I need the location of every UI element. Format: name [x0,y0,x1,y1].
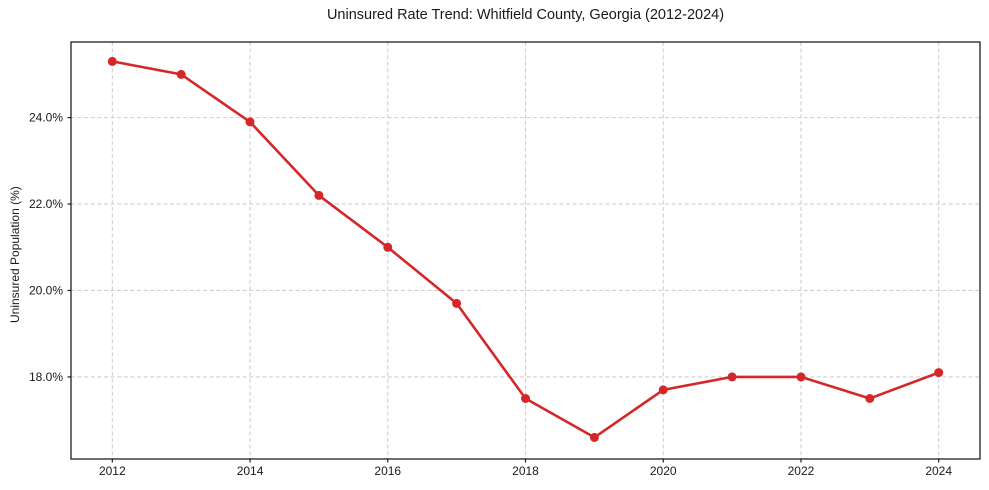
data-point [314,190,324,200]
data-point [727,372,737,382]
x-tick-label: 2012 [99,464,126,478]
tick-marks [67,117,940,463]
data-point [796,372,806,382]
data-point [176,69,186,79]
data-point [589,432,599,442]
data-point [658,385,668,395]
x-tick-label: 2014 [237,464,264,478]
x-tick-label: 2022 [788,464,815,478]
y-tick-label: 18.0% [29,370,63,384]
data-point [934,368,944,378]
data-point [865,394,875,403]
x-tick-label: 2016 [374,464,401,478]
x-tick-label: 2024 [925,464,952,478]
y-tick-labels: 18.0% 20.0% 22.0% 24.0% [29,111,63,384]
chart-title: Uninsured Rate Trend: Whitfield County, … [326,7,725,23]
data-point [107,56,117,66]
data-point [452,298,462,308]
data-point [521,394,530,403]
x-tick-labels: 2012 2014 2016 2018 2020 2022 2024 [99,464,952,478]
x-tick-label: 2020 [650,464,677,478]
y-tick-label: 22.0% [29,197,63,211]
y-tick-label: 20.0% [29,283,63,297]
x-tick-label: 2018 [512,464,539,478]
gridlines [71,42,980,459]
data-point [245,117,255,127]
y-tick-label: 24.0% [29,111,63,125]
data-point [383,242,393,252]
data-point-markers [107,56,944,442]
